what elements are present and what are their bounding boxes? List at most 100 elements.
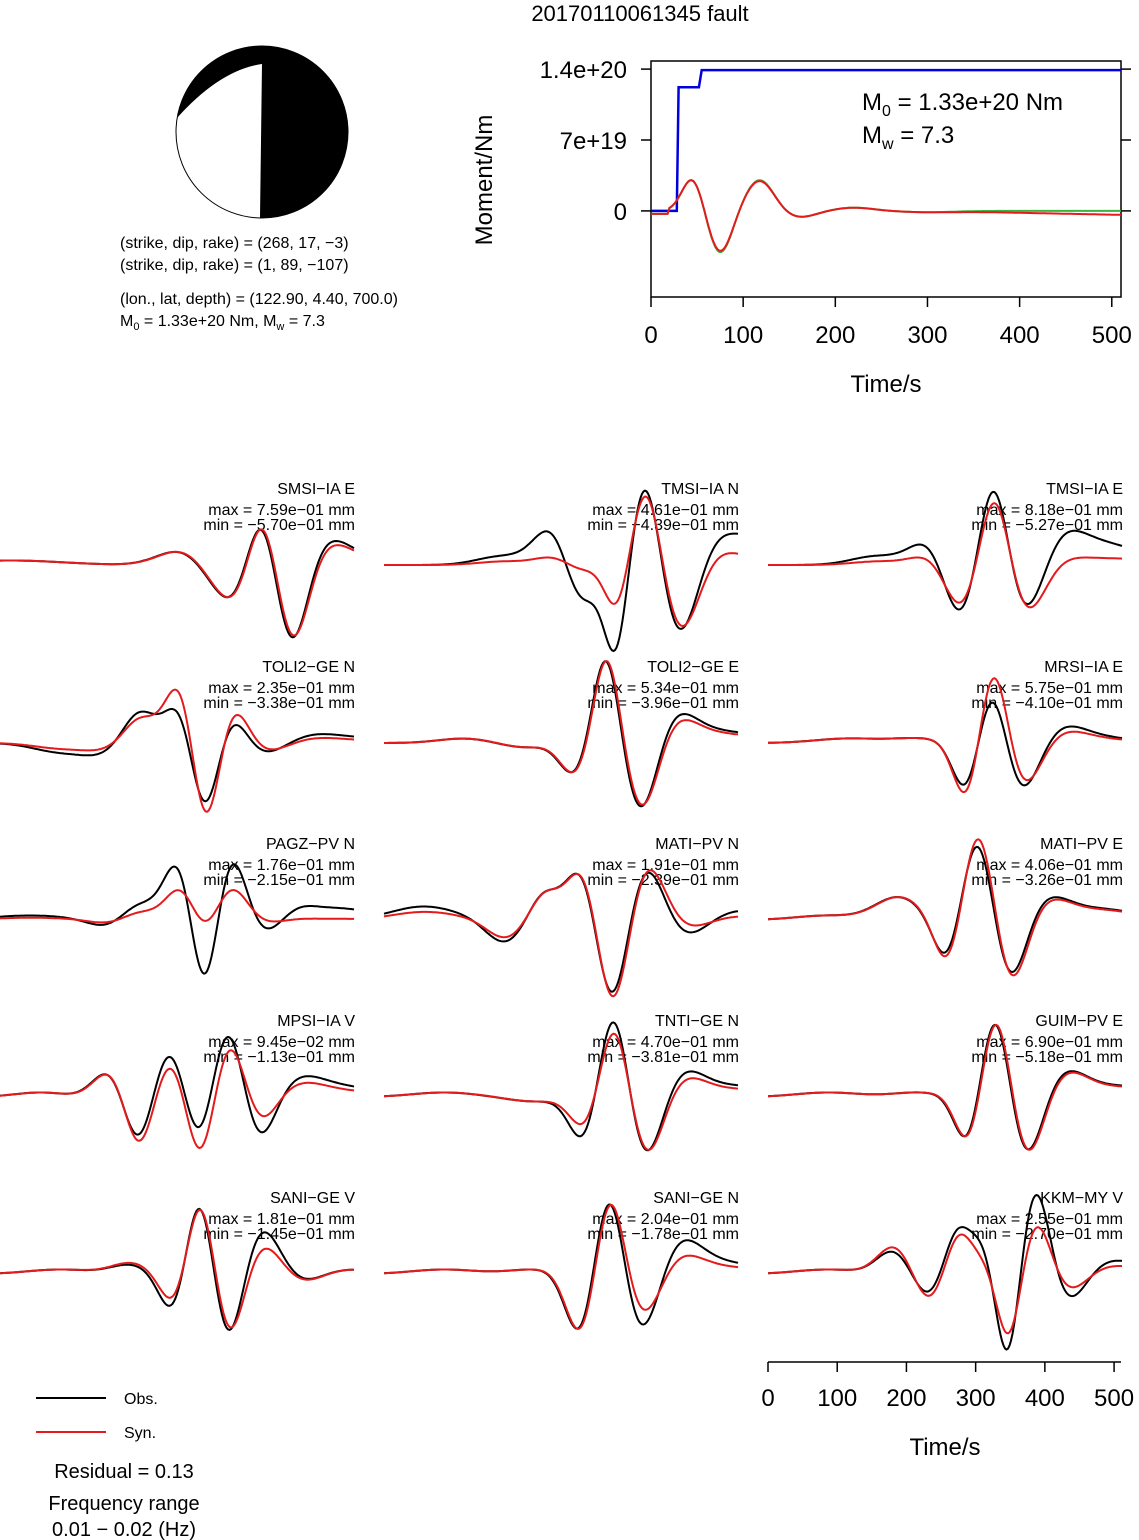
- moment-ylabel: Moment/Nm: [471, 115, 498, 246]
- observed-trace: [383, 871, 739, 993]
- station-label: SANI−GE N: [653, 1190, 739, 1207]
- moment-xtick-label: 200: [815, 322, 855, 349]
- max-label: max = 5.34e−01 mm: [592, 680, 739, 697]
- moment-mw-base: M: [862, 122, 882, 149]
- moment-m0-text: M0 = 1.33e+20 Nm: [862, 89, 1063, 120]
- synthetic-trace: [384, 660, 739, 806]
- synthetic-trace: [0, 528, 355, 637]
- station-label: MATI−PV N: [655, 836, 739, 853]
- bottom-xtick-label: 400: [1025, 1385, 1065, 1412]
- synthetic-trace: [768, 677, 1123, 793]
- min-label: min = −2.39e−01 mm: [587, 872, 739, 889]
- min-label: min = −1.45e−01 mm: [203, 1226, 355, 1243]
- moment-xlabel: Time/s: [850, 371, 921, 398]
- station-label: TNTI−GE N: [655, 1013, 739, 1030]
- synthetic-trace: [0, 688, 355, 813]
- max-label: max = 2.35e−01 mm: [208, 680, 355, 697]
- moment-xtick-label: 400: [1000, 322, 1040, 349]
- moment-mw-sub: w: [881, 136, 894, 153]
- beachball-outline: [175, 45, 349, 219]
- legend-syn-label: Syn.: [124, 1425, 156, 1442]
- max-label: max = 7.59e−01 mm: [208, 502, 355, 519]
- min-label: min = −5.70e−01 mm: [203, 517, 355, 534]
- moment-axes: 0 7e+19 1.4e+20 0 100 200 300 400 500: [540, 57, 1132, 349]
- moment-ytick-label: 0: [614, 199, 627, 226]
- max-label: max = 5.75e−01 mm: [976, 680, 1123, 697]
- legend: Obs. Syn.: [36, 1391, 158, 1442]
- synthetic-trace: [384, 495, 739, 628]
- residual: Residual = 0.13: [54, 1461, 194, 1483]
- moment-mw-value: = 7.3: [894, 122, 955, 149]
- min-label: min = −3.38e−01 mm: [203, 695, 355, 712]
- bottom-time-axis: 0 100 200 300 400 500: [761, 1361, 1134, 1412]
- moment-xtick-label: 300: [907, 322, 947, 349]
- station-label: SMSI−IA E: [277, 481, 355, 498]
- hypocenter: (lon., lat, depth) = (122.90, 4.40, 700.…: [120, 291, 398, 308]
- station-label: MATI−PV E: [1040, 836, 1123, 853]
- observed-trace: [768, 701, 1123, 787]
- station-label: TOLI2−GE N: [262, 659, 355, 676]
- moment-m0-sub: 0: [882, 103, 891, 120]
- min-label: min = −3.81e−01 mm: [587, 1049, 739, 1066]
- observed-trace: [0, 528, 355, 639]
- moment-xtick-label: 500: [1092, 322, 1132, 349]
- synthetic-trace: [383, 869, 739, 998]
- max-label: max = 4.61e−01 mm: [592, 502, 739, 519]
- figure-title: 20170110061345 fault: [531, 1, 748, 26]
- synthetic-trace: [768, 1023, 1123, 1151]
- station-label: GUIM−PV E: [1035, 1013, 1123, 1030]
- moment-plot-frame: [650, 60, 1122, 298]
- min-label: min = −3.96e−01 mm: [587, 695, 739, 712]
- min-label: min = −5.18e−01 mm: [971, 1049, 1123, 1066]
- moment-ytick-label: 7e+19: [560, 128, 627, 155]
- synthetic-trace: [0, 1049, 355, 1150]
- max-label: max = 1.76e−01 mm: [208, 857, 355, 874]
- moment-m0-value: = 1.33e+20 Nm: [891, 89, 1063, 116]
- moment-m0-base: M: [862, 89, 882, 116]
- max-label: max = 2.55e−01 mm: [976, 1211, 1123, 1228]
- focal-plane-2: (strike, dip, rake) = (1, 89, −107): [120, 257, 349, 274]
- observed-trace: [0, 863, 355, 975]
- station-label: MRSI−IA E: [1044, 659, 1123, 676]
- moment-summary-m0-value: = 1.33e+20 Nm, M: [139, 313, 276, 330]
- synthetic-trace: [384, 1032, 739, 1151]
- max-label: max = 4.06e−01 mm: [976, 857, 1123, 874]
- bottom-xtick-label: 100: [817, 1385, 857, 1412]
- min-label: min = −5.27e−01 mm: [971, 517, 1123, 534]
- observed-trace: [0, 708, 355, 803]
- max-label: max = 2.04e−01 mm: [592, 1211, 739, 1228]
- station-label: MPSI−IA V: [277, 1013, 355, 1030]
- bottom-xtick-label: 500: [1094, 1385, 1134, 1412]
- bottom-xtick-label: 200: [886, 1385, 926, 1412]
- moment-series: [651, 68, 1122, 254]
- moment-summary: M0 = 1.33e+20 Nm, Mw = 7.3: [120, 313, 325, 333]
- moment-ytick-label: 1.4e+20: [540, 57, 627, 84]
- moment-cumulative-line: [651, 68, 1121, 213]
- moment-summary-m: M: [120, 313, 133, 330]
- min-label: min = −3.26e−01 mm: [971, 872, 1123, 889]
- station-label: TMSI−IA N: [661, 481, 739, 498]
- legend-obs-label: Obs.: [124, 1391, 158, 1408]
- synthetic-trace: [768, 838, 1123, 977]
- station-label: SANI−GE V: [270, 1190, 355, 1207]
- min-label: min = −1.13e−01 mm: [203, 1049, 355, 1066]
- moment-summary-m0-sub: 0: [133, 321, 139, 333]
- min-label: min = −4.10e−01 mm: [971, 695, 1123, 712]
- focal-plane-1: (strike, dip, rake) = (268, 17, −3): [120, 235, 349, 252]
